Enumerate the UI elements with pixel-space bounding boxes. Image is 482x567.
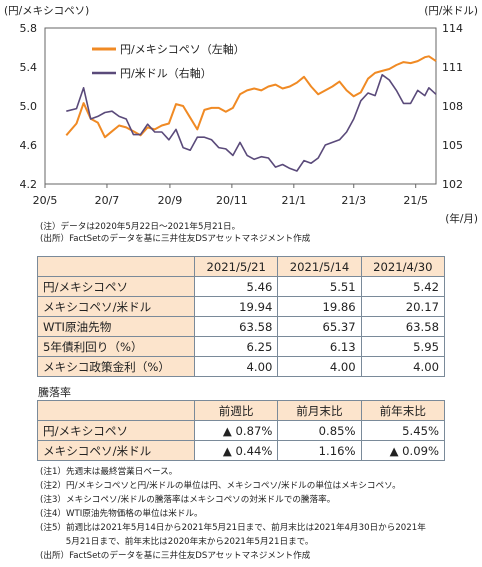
table-row: メキシコペソ/米ドル 19.94 19.86 20.17	[36, 296, 446, 317]
table-row: 円/メキシコペソ 5.46 5.51 5.42	[36, 276, 446, 297]
cell-value: 6.13	[277, 336, 362, 357]
cell-value: 65.37	[277, 316, 362, 337]
cell-value: 5.42	[360, 276, 446, 297]
date-header: 2021/5/21	[194, 256, 279, 277]
cell-value: 5.95	[360, 336, 446, 357]
x-tick-label: 20/11	[216, 194, 248, 207]
footnote: (注2）円/メキシコペソと円/米ドルの単位は円、メキシコペソ/米ドルの単位はメキ…	[40, 481, 401, 491]
cell-value: 6.25	[194, 336, 279, 357]
table-row: メキシコペソ/米ドル ▲ 0.44% 1.16% ▲ 0.09%	[37, 440, 446, 461]
row-label: WTI原油先物	[36, 316, 196, 337]
right-tick-label: 102	[442, 178, 463, 191]
cell-value: 63.58	[194, 316, 279, 337]
row-label: メキシコペソ/米ドル	[37, 440, 195, 461]
legend-label: 円/米ドル（右軸）	[120, 66, 212, 80]
row-label: 5年債利回り（%）	[36, 336, 196, 357]
cell-value: 4.00	[360, 356, 446, 377]
cell-value: 5.51	[277, 276, 362, 297]
left-tick-label: 5.8	[20, 22, 38, 35]
x-tick-label: 20/7	[95, 194, 120, 207]
table-corner-cell	[37, 400, 195, 421]
cell-value: 4.00	[194, 356, 279, 377]
change-rate-table: 前週比 前月末比 前年末比 円/メキシコペソ ▲ 0.87% 0.85% 5.4…	[37, 400, 446, 461]
cell-value: 5.45%	[360, 420, 446, 441]
row-label: メキシコ政策金利（%）	[36, 356, 196, 377]
left-tick-label: 5.0	[20, 100, 38, 113]
cell-value: 5.46	[194, 276, 279, 297]
cell-value: 4.00	[277, 356, 362, 377]
footnote: (注3）メキシコペソ/米ドルの騰落率はメキシコペソの対米ドルでの騰落率。	[40, 495, 336, 505]
right-tick-label: 108	[442, 100, 463, 113]
cell-value: ▲ 0.44%	[193, 440, 279, 461]
left-tick-label: 4.2	[20, 178, 38, 191]
table-row: 5年債利回り（%） 6.25 6.13 5.95	[36, 336, 446, 357]
cell-value: 1.16%	[277, 440, 362, 461]
left-axis-title: (円/メキシコペソ)	[4, 5, 89, 17]
cell-value: 19.94	[194, 296, 279, 317]
market-data-table: 2021/5/21 2021/5/14 2021/4/30 円/メキシコペソ 5…	[36, 256, 446, 377]
row-label: 円/メキシコペソ	[36, 276, 196, 297]
cell-value: 20.17	[360, 296, 446, 317]
right-axis-title: (円/米ドル)	[424, 4, 478, 17]
table-header-row: 前週比 前月末比 前年末比	[37, 400, 446, 421]
footnote: 5月21日まで、前年末比は2020年末から2021年5月21日まで。	[40, 537, 314, 547]
x-tick-label: 21/3	[341, 194, 366, 207]
left-tick-label: 4.6	[20, 139, 38, 152]
right-tick-label: 111	[442, 61, 463, 74]
cell-value: 63.58	[360, 316, 446, 337]
change-rate-title: 騰落率	[38, 386, 71, 399]
table-row: 円/メキシコペソ ▲ 0.87% 0.85% 5.45%	[37, 420, 446, 441]
period-header: 前週比	[193, 400, 279, 421]
cell-value: ▲ 0.87%	[193, 420, 279, 441]
footnote: (出所）FactSetのデータを基に三井住友DSアセットマネジメント作成	[40, 551, 311, 561]
date-header: 2021/4/30	[360, 256, 446, 277]
table-header-row: 2021/5/21 2021/5/14 2021/4/30	[36, 256, 446, 277]
x-axis-unit: (年/月)	[445, 212, 478, 225]
row-label: メキシコペソ/米ドル	[36, 296, 196, 317]
left-tick-label: 5.4	[20, 61, 38, 74]
date-header: 2021/5/14	[277, 256, 362, 277]
right-tick-label: 105	[442, 139, 463, 152]
row-label: 円/メキシコペソ	[37, 420, 195, 441]
x-tick-label: 21/1	[281, 194, 306, 207]
period-header: 前年末比	[360, 400, 446, 421]
footnote: (注1）先週末は最終営業日ベース。	[40, 467, 178, 477]
footnote: (注4）WTI原油先物価格の単位は米ドル。	[40, 509, 203, 519]
table-corner-cell	[36, 256, 196, 277]
table-row: WTI原油先物 63.58 65.37 63.58	[36, 316, 446, 337]
exchange-rate-chart: 4.2 4.6 5.0 5.4 5.8 102 105 108 111 114 20/5 20/7 20…	[4, 4, 478, 225]
legend-label: 円/メキシコペソ（左軸）	[120, 42, 245, 56]
x-tick-label: 21/5	[403, 194, 428, 207]
right-tick-label: 114	[442, 22, 463, 35]
series-line-usd-jpy	[66, 74, 437, 172]
period-header: 前月末比	[277, 400, 362, 421]
x-tick-label: 20/5	[33, 194, 58, 207]
cell-value: 19.86	[277, 296, 362, 317]
footnote: (注5）前週比は2021年5月14日から2021年5月21日まで、前月末比は20…	[40, 523, 426, 533]
cell-value: ▲ 0.09%	[360, 440, 446, 461]
chart-note-source: (出所）FactSetのデータを基に三井住友DSアセットマネジメント作成	[40, 234, 311, 244]
cell-value: 0.85%	[277, 420, 362, 441]
x-tick-label: 20/9	[158, 194, 183, 207]
plot-frame	[44, 27, 437, 185]
table-row: メキシコ政策金利（%） 4.00 4.00 4.00	[36, 356, 446, 377]
chart-note-data-period: (注）データは2020年5月22日～2021年5月21日。	[40, 222, 241, 232]
